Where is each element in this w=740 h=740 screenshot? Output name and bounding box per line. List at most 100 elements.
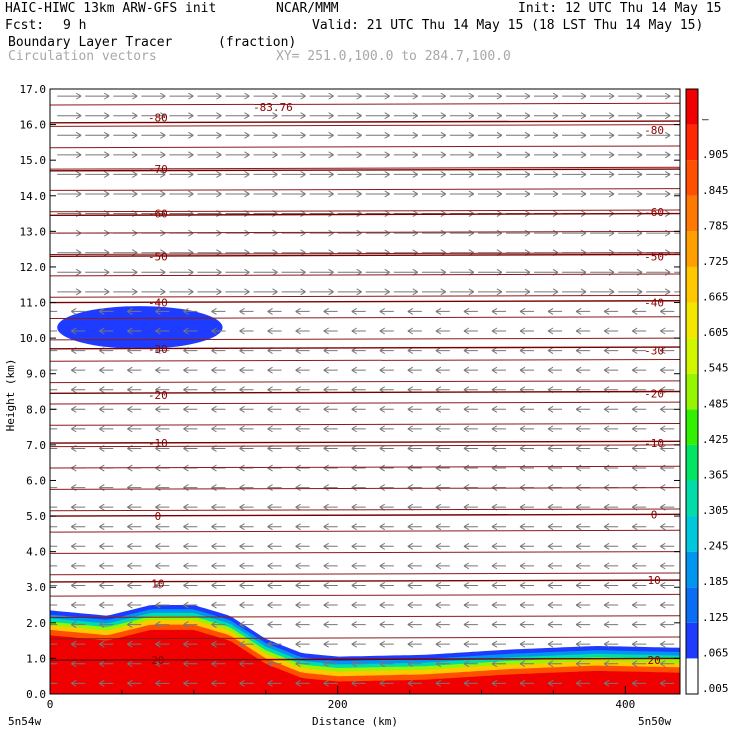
wind-vector (449, 92, 475, 100)
isotherm-line (50, 529, 680, 533)
wind-vector (85, 151, 110, 159)
wind-vector (547, 660, 563, 668)
wind-vector (393, 92, 419, 100)
wind-vector (562, 112, 587, 120)
wind-vector (309, 92, 334, 100)
wind-vector (211, 405, 226, 413)
wind-vector (169, 151, 194, 159)
wind-vector (407, 660, 422, 668)
wind-vector (618, 151, 643, 159)
wind-vector (519, 562, 535, 570)
wind-vector (267, 542, 282, 550)
wind-vector (547, 366, 563, 374)
colorbar-label: .185 (702, 575, 729, 588)
wind-vector (309, 288, 334, 296)
wind-vector (70, 327, 86, 335)
colorbar-swatch (686, 587, 698, 623)
wind-vector (547, 601, 563, 609)
isotherm-line (50, 188, 680, 191)
wind-vector (547, 464, 563, 472)
wind-vector (674, 95, 680, 97)
isotherm-line (50, 615, 680, 618)
colorbar: .005 .065 .125 .185 .245 .305 .365 .425 .485 .545… (685, 88, 729, 695)
wind-vector (562, 92, 587, 100)
wind-vector (127, 503, 142, 511)
wind-vector (365, 210, 390, 217)
wind-vector (674, 134, 680, 136)
wind-vector (491, 405, 506, 413)
wind-vector (534, 170, 559, 178)
colorbar-label: .305 (702, 504, 729, 517)
wind-vector (407, 425, 422, 433)
wind-vector (435, 621, 450, 629)
y-tick-label: 13.0 (20, 225, 47, 238)
contour-label: -20 (644, 387, 664, 400)
wind-vector (463, 660, 478, 668)
wind-vector (281, 170, 306, 178)
wind-vector (155, 640, 170, 648)
wind-vector (618, 131, 643, 139)
wind-vector (85, 190, 110, 198)
wind-vector (477, 112, 503, 120)
wind-vector (169, 112, 194, 120)
wind-vector (281, 229, 306, 237)
wind-vector (659, 366, 675, 374)
wind-vector (57, 151, 82, 159)
wind-vector (659, 327, 675, 335)
wind-vector (505, 229, 531, 237)
wind-vector (127, 679, 142, 687)
wind-vector (211, 503, 226, 511)
wind-vector (197, 268, 222, 276)
wind-vector (631, 582, 647, 589)
wind-vector (197, 288, 222, 296)
wind-vector (505, 288, 531, 296)
wind-vector (674, 115, 680, 117)
y-tick-label: 1.0 (26, 652, 46, 665)
wind-vector (351, 679, 366, 687)
wind-vector (211, 523, 226, 531)
wind-vector (239, 307, 254, 315)
wind-vector (575, 523, 591, 531)
wind-vector (99, 366, 114, 374)
wind-vector (323, 327, 338, 335)
wind-vector (323, 582, 338, 589)
wind-vector (70, 307, 86, 315)
wind-vector (407, 484, 422, 492)
wind-vector (463, 347, 478, 355)
wind-vector (155, 542, 170, 550)
wind-vector (547, 327, 563, 335)
wind-vector (239, 601, 254, 609)
wind-vector (99, 386, 114, 394)
wind-vector (225, 131, 250, 139)
wind-vector (99, 523, 114, 531)
wind-vector (407, 621, 422, 629)
wind-vector (659, 542, 675, 550)
wind-vector (519, 640, 535, 648)
wind-vector (267, 307, 282, 315)
wind-vector (211, 660, 226, 668)
wind-vector (239, 464, 254, 472)
wind-vector (547, 621, 563, 629)
field-units: (fraction) (218, 35, 297, 50)
wind-vector (295, 582, 310, 589)
wind-vector (407, 601, 422, 609)
wind-vector (379, 542, 394, 550)
wind-vector (211, 307, 226, 315)
wind-vector (534, 112, 559, 120)
wind-vector (449, 131, 475, 139)
wind-vector (113, 170, 138, 178)
wind-vector (631, 542, 647, 550)
wind-vector (463, 327, 478, 335)
wind-vector (603, 601, 619, 609)
wind-vector (491, 640, 506, 648)
wind-vector (267, 386, 282, 394)
colorbar-swatch (686, 89, 698, 125)
wind-vector (435, 660, 450, 668)
wind-vector (155, 307, 170, 315)
y-tick-label: 11.0 (20, 297, 47, 310)
wind-vector (491, 679, 506, 687)
wind-vector (547, 542, 563, 550)
contour-label: -60 (148, 208, 168, 221)
wind-vector (393, 190, 419, 198)
colorbar-swatch (686, 480, 698, 517)
